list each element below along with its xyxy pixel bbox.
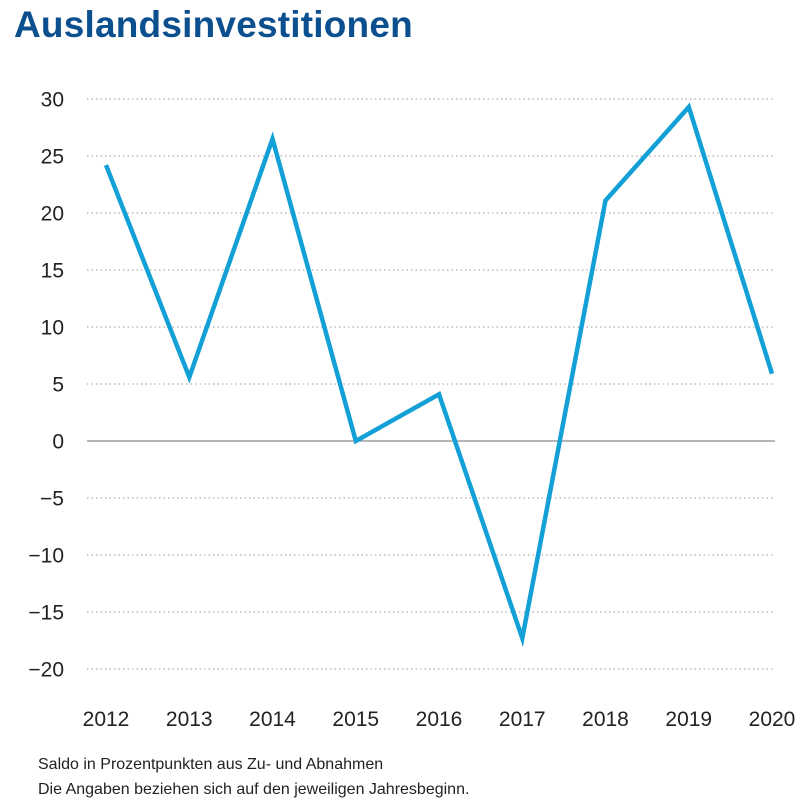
y-tick-label-2: 20 bbox=[41, 203, 64, 226]
footnote-unit: Saldo in Prozentpunkten aus Zu- und Abna… bbox=[38, 756, 384, 773]
x-tick-label-2020: 2020 bbox=[749, 708, 796, 731]
y-tick-label-5: 5 bbox=[52, 374, 64, 397]
x-tick-label-2014: 2014 bbox=[249, 708, 296, 731]
gridlines bbox=[87, 98, 775, 670]
y-tick-label-1: 25 bbox=[41, 146, 64, 169]
x-tick-label-2017: 2017 bbox=[499, 708, 546, 731]
y-tick-label-6: 0 bbox=[52, 431, 64, 454]
y-tick-label-10: −20 bbox=[28, 659, 64, 682]
chart-title: Auslandsinvestitionen bbox=[14, 4, 413, 45]
y-axis-tick-labels: 30 25 20 15 10 5 0 −5 −10 −15 −20 bbox=[28, 89, 64, 682]
y-tick-label-9: −15 bbox=[28, 602, 64, 625]
y-tick-label-8: −10 bbox=[28, 545, 64, 568]
x-tick-label-2012: 2012 bbox=[83, 708, 130, 731]
y-tick-label-4: 10 bbox=[41, 317, 64, 340]
y-tick-label-3: 15 bbox=[41, 260, 64, 283]
x-tick-label-2018: 2018 bbox=[582, 708, 629, 731]
series-layer bbox=[103, 102, 775, 647]
x-axis-tick-labels: 2012 2013 2014 2015 2016 2017 2018 2019 2020 bbox=[83, 708, 796, 731]
x-tick-label-2015: 2015 bbox=[332, 708, 379, 731]
y-tick-label-7: −5 bbox=[40, 488, 64, 511]
x-tick-label-2013: 2013 bbox=[166, 708, 213, 731]
series-line-0 bbox=[103, 102, 775, 647]
footnote-reference: Die Angaben beziehen sich auf den jeweil… bbox=[38, 781, 470, 798]
x-tick-label-2019: 2019 bbox=[665, 708, 712, 731]
x-tick-label-2016: 2016 bbox=[416, 708, 463, 731]
y-tick-label-0: 30 bbox=[41, 89, 64, 112]
